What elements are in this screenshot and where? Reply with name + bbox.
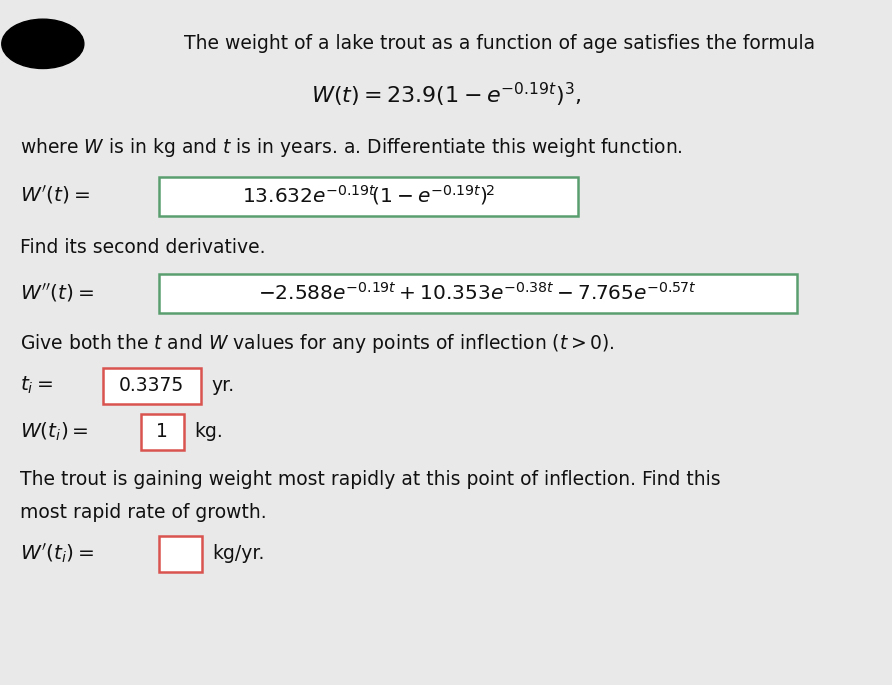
Text: yr.: yr.	[211, 376, 235, 395]
Text: 1: 1	[156, 422, 169, 441]
Text: The trout is gaining weight most rapidly at this point of inflection. Find this: The trout is gaining weight most rapidly…	[20, 470, 720, 489]
Text: 0.3375: 0.3375	[119, 376, 185, 395]
Text: Find its second derivative.: Find its second derivative.	[20, 238, 265, 258]
FancyBboxPatch shape	[159, 536, 202, 572]
Text: most rapid rate of growth.: most rapid rate of growth.	[20, 503, 266, 522]
Text: $W(t) = 23.9(1 - e^{-0.19t})^3,$: $W(t) = 23.9(1 - e^{-0.19t})^3,$	[310, 80, 582, 109]
Text: $W''(t) =$: $W''(t) =$	[20, 282, 94, 304]
Text: $13.632e^{-0.19t}\!\left(1 - e^{-0.19t}\right)^{\!2}$: $13.632e^{-0.19t}\!\left(1 - e^{-0.19t}\…	[242, 184, 495, 207]
FancyBboxPatch shape	[159, 177, 578, 216]
Text: $t_i =$: $t_i =$	[20, 375, 53, 397]
Text: $W(t_i) =$: $W(t_i) =$	[20, 421, 88, 443]
FancyBboxPatch shape	[141, 414, 184, 450]
Text: Give both the $t$ and $W$ values for any points of inflection ($t > 0$).: Give both the $t$ and $W$ values for any…	[20, 332, 615, 356]
Text: $W'(t_i) =$: $W'(t_i) =$	[20, 542, 94, 565]
Text: where $W$ is in kg and $t$ is in years. a. Differentiate this weight function.: where $W$ is in kg and $t$ is in years. …	[20, 136, 682, 159]
Text: $W'(t) =$: $W'(t) =$	[20, 184, 89, 206]
Text: $-2.588e^{-0.19t} + 10.353e^{-0.38t} - 7.765e^{-0.57t}$: $-2.588e^{-0.19t} + 10.353e^{-0.38t} - 7…	[259, 282, 697, 304]
Ellipse shape	[2, 19, 84, 68]
FancyBboxPatch shape	[159, 274, 797, 313]
Text: kg/yr.: kg/yr.	[212, 544, 265, 563]
Text: The weight of a lake trout as a function of age satisfies the formula: The weight of a lake trout as a function…	[184, 34, 815, 53]
FancyBboxPatch shape	[103, 368, 201, 404]
Text: kg.: kg.	[194, 422, 223, 441]
